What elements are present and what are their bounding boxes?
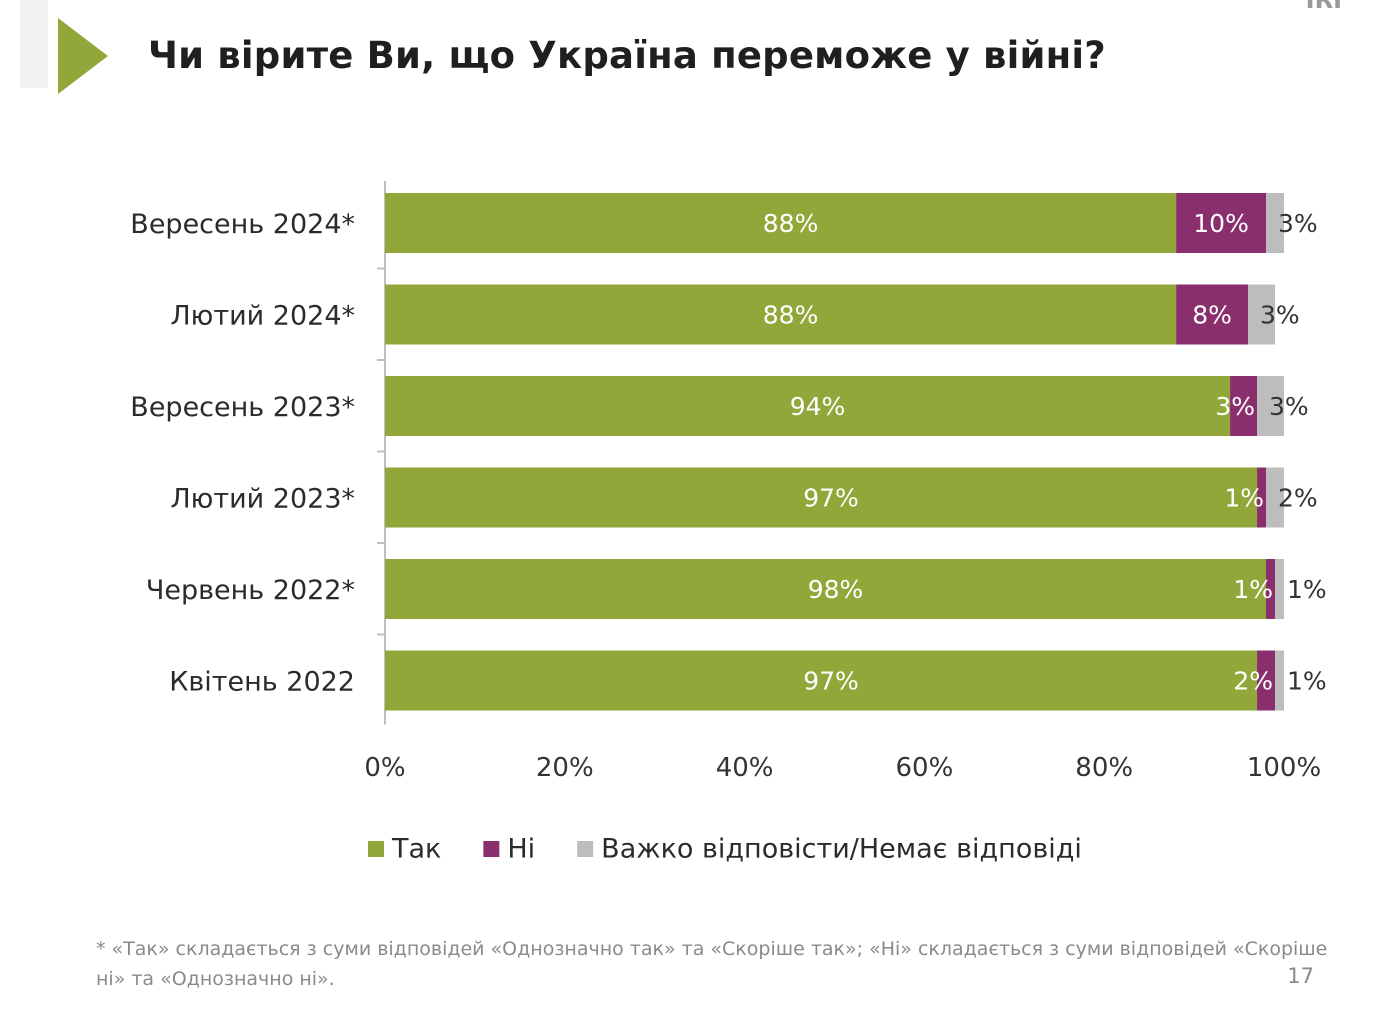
x-tick-label: 0% [364, 753, 405, 783]
data-label: 3% [1260, 301, 1300, 330]
legend-swatch [577, 841, 594, 857]
bar-segment [1266, 193, 1284, 253]
bar-segment [1275, 559, 1284, 619]
bar-segment [385, 284, 1177, 345]
bar-segment [1257, 650, 1276, 711]
data-label: 10% [1193, 209, 1249, 238]
bar-segment [1230, 376, 1258, 436]
bar-segment [1176, 193, 1267, 253]
x-tick-label: 20% [536, 753, 594, 783]
footnote: * «Так» складається з суми відповідей «О… [96, 938, 1328, 990]
category-label: Вересень 2024* [130, 209, 355, 240]
slide-arrow-icon [20, 0, 108, 94]
data-label: 97% [803, 667, 859, 696]
data-label: 3% [1215, 392, 1255, 421]
bar-segment [385, 193, 1177, 253]
stacked-bar-chart: Вересень 2024* 88% 10% 3% Лютий 2024* 88% 8% 3%… [130, 181, 1327, 865]
legend-swatch [483, 841, 500, 857]
data-label: 88% [763, 209, 819, 238]
bar-segment [1248, 284, 1276, 345]
legend-label: Так [391, 834, 441, 865]
data-label: 3% [1278, 209, 1318, 238]
x-tick-label: 80% [1075, 753, 1133, 783]
legend-label: Ні [507, 834, 535, 865]
legend-swatch [368, 841, 384, 857]
x-tick-label: 100% [1247, 753, 1321, 783]
data-label: 1% [1233, 575, 1273, 604]
bar-segment [385, 376, 1231, 436]
bar-segment [1275, 650, 1284, 711]
data-label: 94% [790, 392, 846, 421]
category-label: Лютий 2024* [170, 301, 355, 332]
data-label: 98% [808, 575, 864, 604]
data-label: 3% [1269, 392, 1309, 421]
bar-segment [1176, 284, 1249, 345]
bar-segment [385, 650, 1258, 711]
x-tick-label: 40% [716, 753, 774, 783]
data-label: 1% [1287, 667, 1327, 696]
data-label: 97% [803, 484, 859, 513]
data-label: 88% [763, 301, 819, 330]
bar-segment [385, 559, 1267, 619]
bar-segment [385, 467, 1258, 528]
data-label: 2% [1278, 484, 1318, 513]
legend-label: Важко відповісти/Немає відповіді [601, 834, 1082, 865]
page-number: 17 [1287, 964, 1314, 988]
data-label: 8% [1192, 301, 1232, 330]
data-label: 1% [1287, 575, 1327, 604]
bar-segment [1266, 559, 1276, 619]
category-label: Лютий 2023* [170, 484, 355, 515]
category-label: Вересень 2023* [130, 392, 355, 423]
bar-segment [1257, 467, 1267, 528]
x-tick-label: 60% [896, 753, 954, 783]
brand-logo-text: IRI [1305, 0, 1342, 14]
category-label: Червень 2022* [146, 575, 355, 606]
category-label: Квітень 2022 [169, 667, 355, 698]
data-label: 2% [1233, 667, 1273, 696]
bar-segment [1257, 376, 1284, 436]
bar-segment [1266, 467, 1284, 528]
page-title: Чи вірите Ви, що Україна переможе у війн… [148, 34, 1106, 77]
data-label: 1% [1224, 484, 1264, 513]
